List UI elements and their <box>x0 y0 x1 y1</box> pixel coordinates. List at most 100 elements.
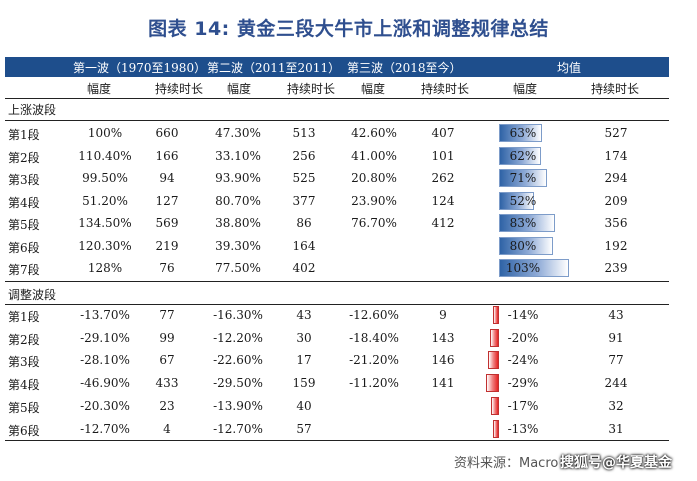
header-wave2: 第二波（2011至2011） <box>207 61 341 75</box>
cell-w3a: 23.90% <box>351 193 397 208</box>
cell-avgd: 294 <box>604 171 628 185</box>
cell-w2a: 77.50% <box>215 261 261 275</box>
header-wave3: 第三波（2018至今） <box>347 61 462 75</box>
cell-w3a: -11.20% <box>349 376 399 391</box>
divider <box>5 304 669 305</box>
cell-avga: 63% <box>509 126 537 140</box>
cell-w1d: 569 <box>155 216 179 230</box>
cell-w2d: 17 <box>296 353 312 368</box>
cell-w3a: 20.80% <box>351 171 397 185</box>
row-stage-label: 第4段 <box>8 378 40 393</box>
cell-w1d: 4 <box>163 421 171 436</box>
subheader-avg-amplitude: 幅度 <box>513 82 538 96</box>
cell-w1d: 660 <box>155 126 179 140</box>
cell-w1d: 76 <box>159 261 175 275</box>
cell-w1a: 51.20% <box>82 193 128 208</box>
cell-w3a: 41.00% <box>351 148 397 163</box>
cell-w1a: 99.50% <box>82 171 128 185</box>
cell-avgd: 91 <box>608 330 624 345</box>
avg-drawdown-bar <box>486 374 499 393</box>
cell-w1a: 134.50% <box>78 216 132 230</box>
cell-w3a: 42.60% <box>351 126 397 140</box>
divider <box>5 440 669 441</box>
cell-avga: -14% <box>507 308 539 322</box>
cell-w2d: 513 <box>292 126 316 140</box>
section-label-down: 调整波段 <box>8 288 57 302</box>
cell-w2a: -12.20% <box>213 330 263 345</box>
row-stage-label: 第5段 <box>8 400 40 415</box>
wave-header-row: 第一波（1970至1980） 第二波（2011至2011） 第三波（2018至今… <box>5 57 669 77</box>
cell-avga: -17% <box>507 398 539 413</box>
subheader-w1-amplitude: 幅度 <box>87 82 112 96</box>
row-stage-label: 第5段 <box>8 218 40 232</box>
cell-w2d: 525 <box>292 171 316 185</box>
cell-w2a: 38.80% <box>215 216 261 230</box>
cell-w1a: 100% <box>87 126 123 140</box>
row-stage-label: 第4段 <box>8 195 40 210</box>
cell-w1d: 219 <box>155 238 179 253</box>
cell-w3d: 146 <box>431 353 455 368</box>
cell-w3a: -21.20% <box>349 353 399 368</box>
cell-avga: -24% <box>507 353 539 368</box>
cell-avga: -29% <box>507 376 539 391</box>
cell-avga: 103% <box>505 261 541 275</box>
cell-w1a: 110.40% <box>78 148 132 163</box>
subheader-w2-duration: 持续时长 <box>287 82 336 96</box>
cell-w3d: 124 <box>431 193 455 208</box>
cell-w1a: -12.70% <box>80 421 130 436</box>
cell-avga: 80% <box>509 238 537 253</box>
cell-w2a: 39.30% <box>215 238 261 253</box>
cell-avga: 83% <box>509 216 537 230</box>
cell-avga: -13% <box>507 421 539 436</box>
avg-drawdown-bar <box>490 328 499 347</box>
cell-w2d: 159 <box>292 376 316 391</box>
row-stage-label: 第3段 <box>8 355 40 370</box>
cell-w2d: 57 <box>296 421 312 436</box>
subheader-w2-amplitude: 幅度 <box>227 82 252 96</box>
subheader-w1-duration: 持续时长 <box>155 82 204 96</box>
cell-w1d: 77 <box>159 308 175 322</box>
subheader-avg-duration: 持续时长 <box>591 82 640 96</box>
cell-avgd: 244 <box>604 376 628 391</box>
avg-drawdown-bar <box>493 419 499 438</box>
cell-avgd: 527 <box>604 126 628 140</box>
cell-avgd: 356 <box>604 216 628 230</box>
cell-w1a: -28.10% <box>80 353 130 368</box>
cell-w2a: -13.90% <box>213 398 263 413</box>
cell-avga: 71% <box>509 171 537 185</box>
cell-w2d: 86 <box>296 216 312 230</box>
cell-w2d: 402 <box>292 261 316 275</box>
row-stage-label: 第2段 <box>8 150 40 165</box>
avg-amplitude-bar <box>499 169 547 187</box>
cell-w1d: 23 <box>159 398 175 413</box>
cell-w2a: 33.10% <box>215 148 261 163</box>
cell-w3d: 407 <box>431 126 455 140</box>
metric-header-row: 幅度 持续时长 幅度 持续时长 幅度 持续时长 幅度 持续时长 <box>5 78 669 99</box>
cell-w1a: -29.10% <box>80 330 130 345</box>
cell-w3d: 262 <box>431 171 455 185</box>
cell-w2a: -16.30% <box>213 308 263 322</box>
header-avg: 均值 <box>557 61 582 75</box>
subheader-w3-duration: 持续时长 <box>421 82 470 96</box>
cell-w1d: 94 <box>159 171 175 185</box>
row-stage-label: 第1段 <box>8 310 40 324</box>
table-title: 图表 14: 黄金三段大牛市上涨和调整规律总结 <box>148 18 549 40</box>
cell-w1d: 127 <box>155 193 179 208</box>
avg-drawdown-bar <box>491 396 499 415</box>
cell-avgd: 239 <box>604 261 628 275</box>
avg-drawdown-bar <box>493 306 499 324</box>
cell-avga: -20% <box>507 330 539 345</box>
cell-avgd: 31 <box>608 421 624 436</box>
cell-w1a: 120.30% <box>78 238 132 253</box>
cell-w3d: 141 <box>431 376 455 391</box>
row-stage-label: 第7段 <box>8 263 40 277</box>
cell-avga: 62% <box>509 148 537 163</box>
cell-avgd: 32 <box>608 398 624 413</box>
cell-w3a: -12.60% <box>349 308 399 322</box>
watermark: 搜狐号@华夏基金 <box>560 455 672 471</box>
cell-avgd: 174 <box>604 148 628 163</box>
cell-w3d: 101 <box>431 148 455 163</box>
avg-amplitude-bar <box>499 191 534 210</box>
cell-w3d: 9 <box>439 308 447 322</box>
cell-w3d: 412 <box>431 216 455 230</box>
